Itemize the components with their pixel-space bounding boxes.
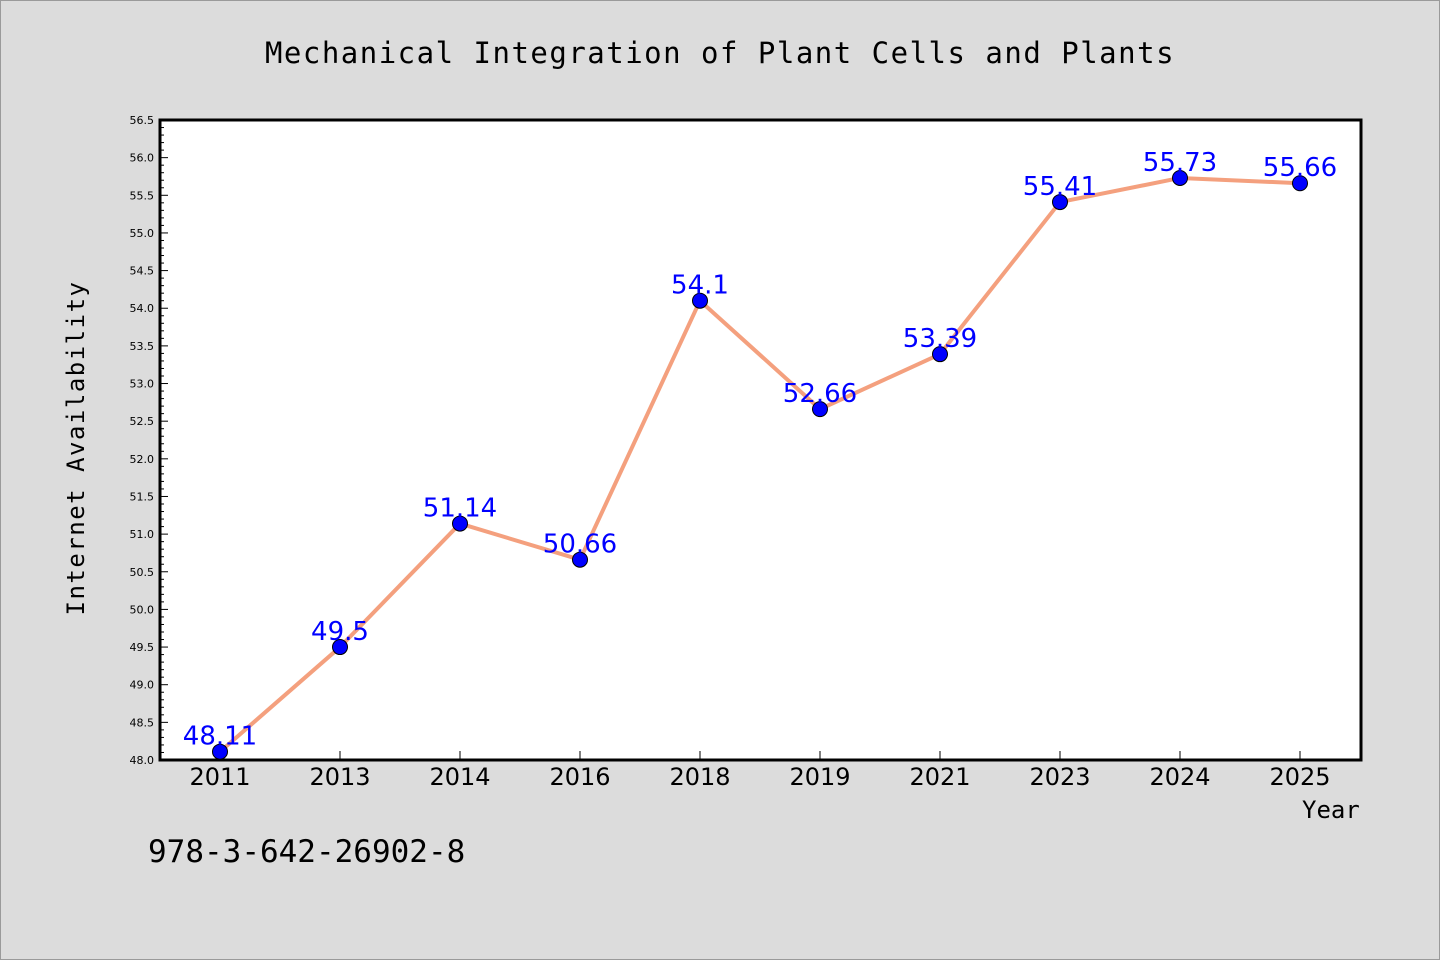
data-label: 55.41: [1023, 172, 1097, 202]
y-tick-label: 52.5: [130, 415, 155, 428]
x-tick-label: 2018: [669, 763, 730, 791]
data-point: [1292, 175, 1308, 192]
x-tick-label: 2013: [309, 763, 370, 791]
data-label: 53.39: [903, 324, 977, 354]
y-tick-label: 51.5: [130, 490, 155, 503]
series-line: [218, 175, 1301, 754]
x-tick-label: 2024: [1149, 763, 1210, 791]
data-point: [572, 551, 588, 568]
x-tick-label: 2016: [549, 763, 610, 791]
y-tick-label: 50.0: [130, 603, 155, 616]
chart-title: Mechanical Integration of Plant Cells an…: [264, 36, 1176, 70]
data-point: [1172, 169, 1188, 186]
y-tick-label: 53.5: [130, 340, 155, 353]
y-tick-label: 50.5: [130, 566, 155, 579]
x-tick-label: 2019: [789, 763, 850, 791]
data-point: [812, 401, 828, 418]
data-label: 51.14: [423, 494, 497, 524]
x-axis-title: Year: [1302, 796, 1360, 824]
data-label: 50.66: [543, 530, 617, 560]
y-tick-label: 54.5: [130, 265, 155, 278]
x-tick-label: 2025: [1269, 763, 1330, 791]
y-axis: 48.0 48.5 49.0 49.5 50.0 50.5 51.0 51.5 52.0 52.5…: [130, 114, 168, 767]
y-tick-label: 55.0: [130, 227, 155, 240]
y-tick-label: 48.0: [130, 754, 155, 767]
x-tick-label: 2023: [1029, 763, 1090, 791]
data-label: 55.73: [1143, 148, 1217, 178]
plot-area: [158, 118, 1363, 762]
y-tick-label: 52.0: [130, 453, 155, 466]
x-tick-label: 2021: [909, 763, 970, 791]
x-tick-label: 2011: [189, 763, 250, 791]
data-point: [212, 743, 228, 760]
y-tick-label: 51.0: [130, 528, 155, 541]
data-labels: 48.11 49.5 51.14 50.66 54.1 52.66 53.39 55.41 55…: [183, 148, 1337, 752]
isbn-code: 978-3-642-26902-8: [148, 834, 466, 870]
data-point: [932, 346, 948, 363]
y-tick-label: 54.0: [130, 302, 155, 315]
y-tick-label: 49.0: [130, 679, 155, 692]
x-tick-label: 2014: [429, 763, 490, 791]
y-tick-label: 56.5: [130, 114, 155, 127]
data-label: 52.66: [783, 379, 857, 409]
data-label: 48.11: [183, 722, 257, 752]
data-point: [452, 515, 468, 532]
y-tick-label: 56.0: [130, 152, 155, 165]
y-tick-label: 49.5: [130, 641, 155, 654]
data-markers: [212, 169, 1308, 760]
data-point: [1052, 194, 1068, 211]
y-tick-label: 48.5: [130, 716, 155, 729]
y-tick-label: 53.0: [130, 378, 155, 391]
data-point: [332, 639, 348, 656]
data-label: 49.5: [311, 617, 369, 647]
data-point: [692, 292, 708, 309]
data-label: 55.66: [1263, 153, 1337, 183]
data-label: 54.1: [671, 271, 729, 301]
x-axis: 2011 2013 2014 2016 2018 2019 2021 2023 2024 2025: [189, 751, 1331, 791]
y-tick-label: 55.5: [130, 189, 155, 202]
